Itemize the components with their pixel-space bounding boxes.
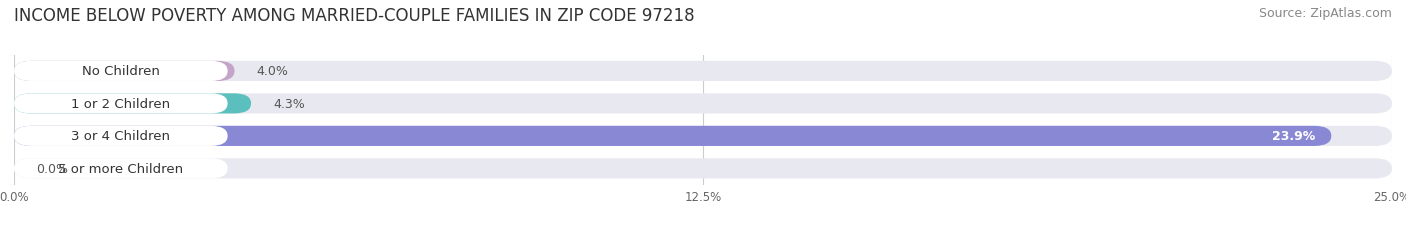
FancyBboxPatch shape: [14, 159, 1392, 179]
FancyBboxPatch shape: [14, 62, 235, 82]
Text: 4.3%: 4.3%: [273, 97, 305, 110]
FancyBboxPatch shape: [14, 126, 1392, 146]
Text: Source: ZipAtlas.com: Source: ZipAtlas.com: [1258, 7, 1392, 20]
Text: 1 or 2 Children: 1 or 2 Children: [72, 97, 170, 110]
FancyBboxPatch shape: [14, 94, 228, 114]
FancyBboxPatch shape: [14, 62, 1392, 82]
FancyBboxPatch shape: [14, 62, 228, 82]
FancyBboxPatch shape: [14, 159, 228, 179]
Text: 5 or more Children: 5 or more Children: [58, 162, 183, 175]
Text: INCOME BELOW POVERTY AMONG MARRIED-COUPLE FAMILIES IN ZIP CODE 97218: INCOME BELOW POVERTY AMONG MARRIED-COUPL…: [14, 7, 695, 25]
FancyBboxPatch shape: [14, 94, 1392, 114]
Text: 3 or 4 Children: 3 or 4 Children: [72, 130, 170, 143]
FancyBboxPatch shape: [14, 94, 252, 114]
Text: 23.9%: 23.9%: [1271, 130, 1315, 143]
Text: No Children: No Children: [82, 65, 160, 78]
Text: 0.0%: 0.0%: [37, 162, 67, 175]
FancyBboxPatch shape: [14, 126, 228, 146]
Text: 4.0%: 4.0%: [256, 65, 288, 78]
FancyBboxPatch shape: [14, 126, 1331, 146]
